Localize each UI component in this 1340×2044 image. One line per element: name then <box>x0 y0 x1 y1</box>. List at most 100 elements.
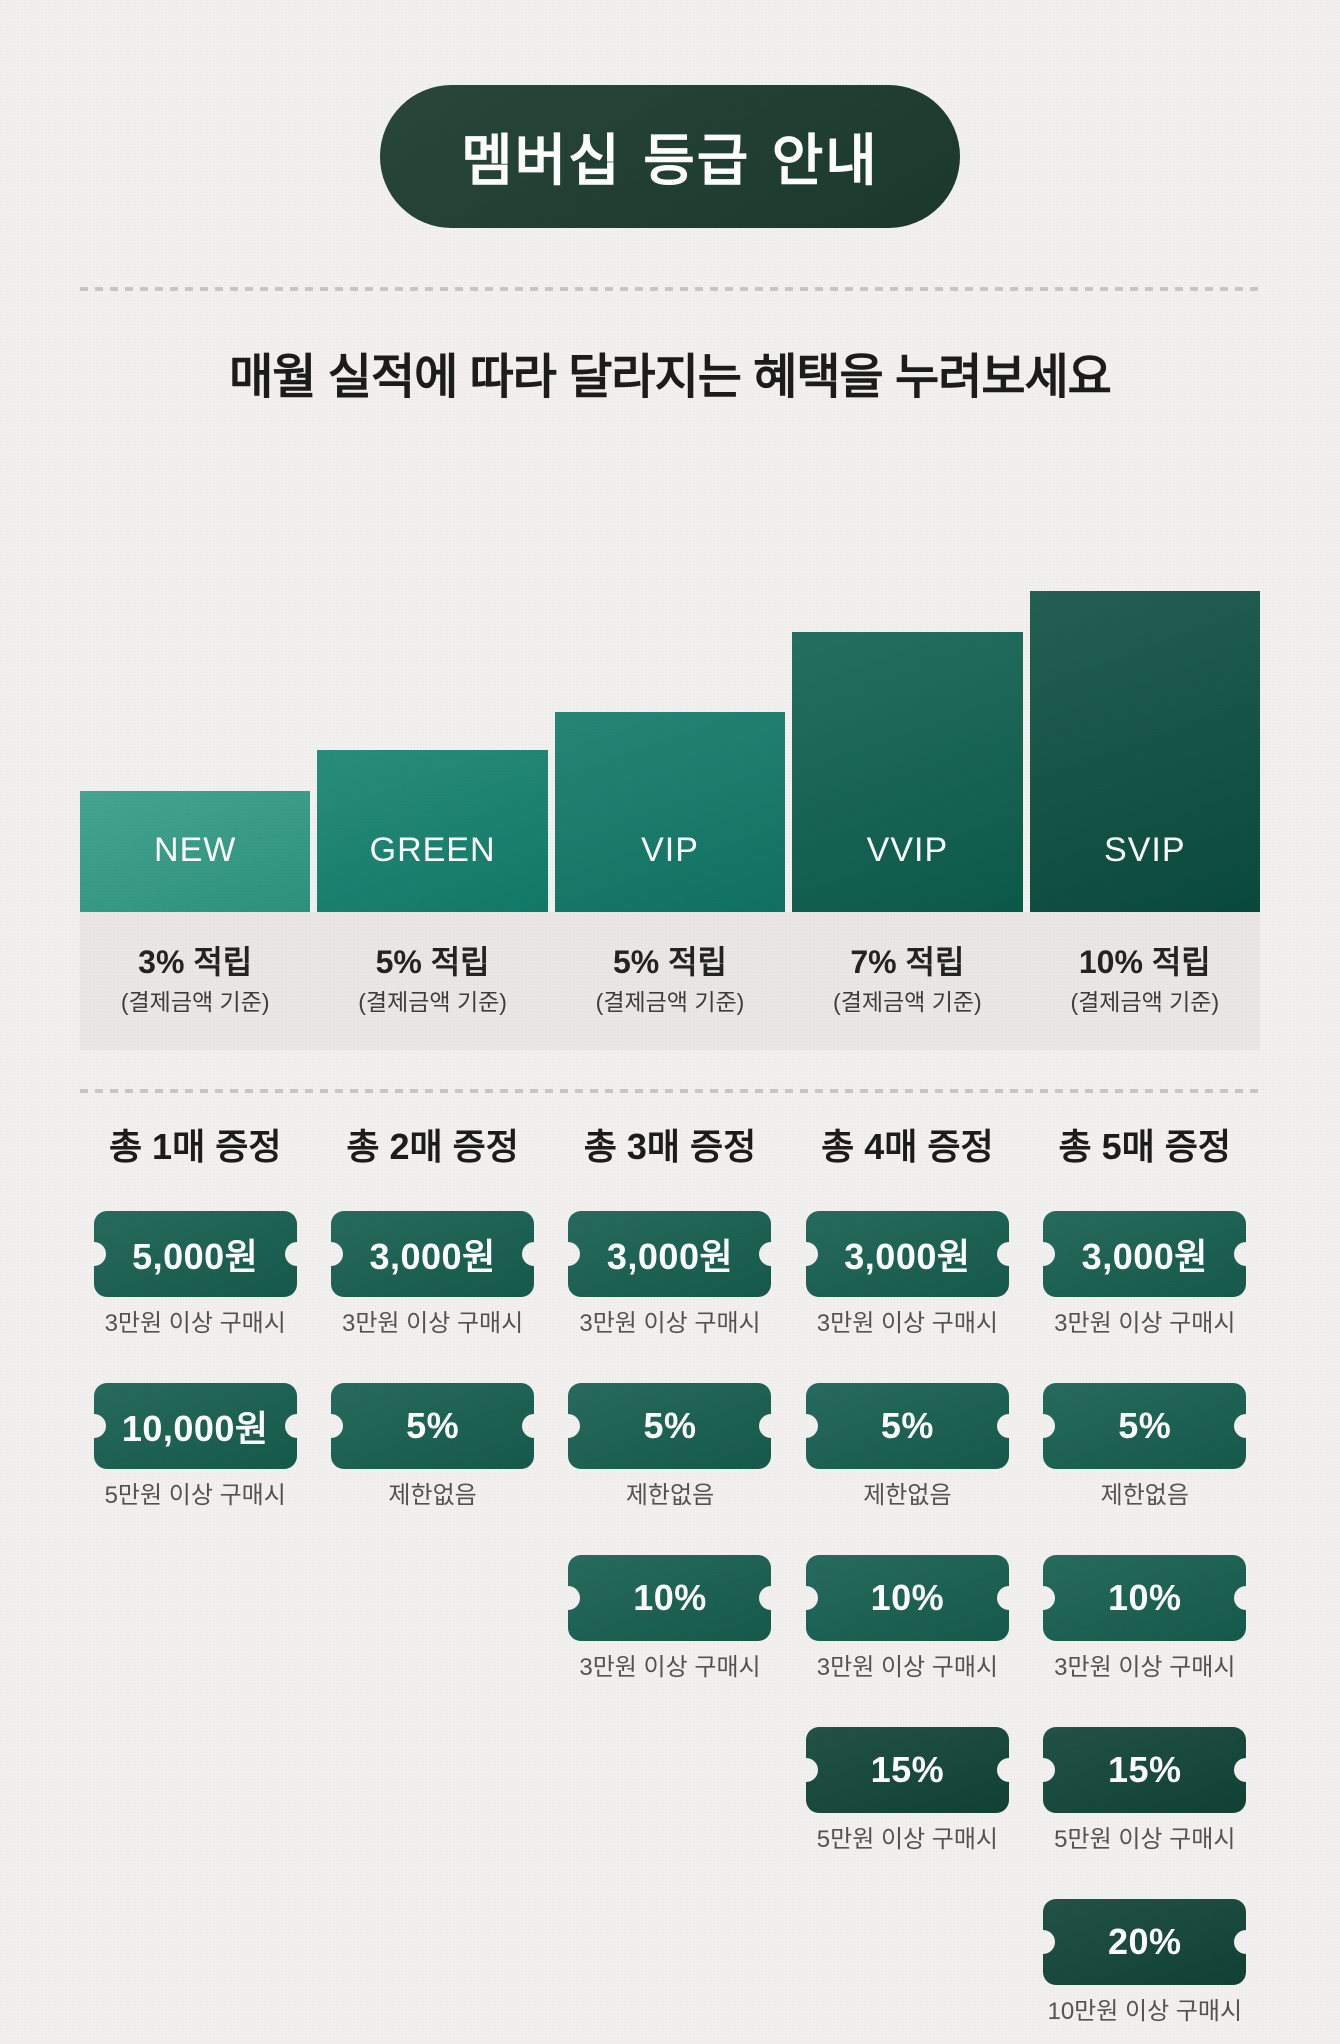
reward-basis: (결제금액 기준) <box>833 989 982 1015</box>
membership-tier-badge: 멤버십 등급 안내 <box>380 85 960 228</box>
coupon-condition: 3만원 이상 구매시 <box>579 1654 761 1681</box>
coupon-notch-left <box>1031 1758 1056 1782</box>
coupon-notch-left <box>1031 1930 1056 1954</box>
coupon-notch-right <box>759 1414 784 1438</box>
coupon-cell: 5% 제한없음 <box>555 1383 785 1511</box>
coupon: 10% <box>556 1555 784 1641</box>
coupon: 5,000원 <box>81 1211 309 1297</box>
tier-label: SVIP <box>1104 831 1186 869</box>
coupon-notch-right <box>284 1242 309 1266</box>
coupon-notch-left <box>793 1586 818 1610</box>
coupon: 10,000원 <box>81 1383 309 1469</box>
coupon-value: 5,000원 <box>132 1236 259 1277</box>
coupon-notch-right <box>759 1242 784 1266</box>
coupon-value: 10,000원 <box>121 1408 269 1449</box>
coupon-cell: 5,000원 3만원 이상 구매시 <box>80 1211 310 1339</box>
coupon-condition: 3만원 이상 구매시 <box>816 1310 999 1337</box>
coupon-value: 10% <box>1108 1577 1182 1618</box>
coupon-value: 3,000원 <box>1081 1236 1208 1277</box>
reward-rate: 10% 적립 <box>1078 944 1211 980</box>
reward-cell-vip: 5% 적립 (결제금액 기준) <box>555 944 785 1050</box>
coupon-condition: 3만원 이상 구매시 <box>1054 1654 1236 1681</box>
coupon-column-header: 총 3매 증정 <box>583 1126 757 1167</box>
coupon-grid: 총 1매 증정 5,000원 3만원 이상 구매시 10,000원 <box>80 1127 1260 2044</box>
coupon-cell: 3,000원 3만원 이상 구매시 <box>1030 1211 1260 1339</box>
coupon-notch-left <box>793 1414 818 1438</box>
reward-cell-vvip: 7% 적립 (결제금액 기준) <box>792 944 1022 1050</box>
coupon: 3,000원 <box>1031 1211 1259 1297</box>
coupon-notch-left <box>793 1242 818 1266</box>
coupon-cell: 10% 3만원 이상 구매시 <box>555 1555 785 1683</box>
coupon-notch-right <box>996 1586 1021 1610</box>
coupon-notch-right <box>284 1414 309 1438</box>
coupon-notch-right <box>1234 1586 1259 1610</box>
coupon-condition: 3만원 이상 구매시 <box>341 1310 524 1337</box>
coupon-cell: 3,000원 3만원 이상 구매시 <box>317 1211 547 1339</box>
coupon-cell: 20% 10만원 이상 구매시 <box>1030 1899 1260 2027</box>
coupon-column-header: 총 1매 증정 <box>108 1126 282 1167</box>
coupon-value: 5% <box>1118 1405 1172 1446</box>
coupon-condition: 제한없음 <box>388 1482 477 1509</box>
subtitle: 매월 실적에 따라 달라지는 혜택을 누려보세요 <box>229 351 1112 404</box>
coupon-condition: 3만원 이상 구매시 <box>816 1654 999 1681</box>
coupon-cell: 5% 제한없음 <box>1030 1383 1260 1511</box>
coupon-condition: 5만원 이상 구매시 <box>1054 1826 1236 1853</box>
tier-label: VVIP <box>866 831 949 869</box>
coupon-notch-right <box>1234 1930 1259 1954</box>
coupon-condition: 3만원 이상 구매시 <box>104 1310 286 1337</box>
coupon-notch-left <box>319 1414 344 1438</box>
coupon-value: 3,000원 <box>844 1236 971 1277</box>
coupon-notch-left <box>81 1242 106 1266</box>
tier-bars: NEW GREEN VIP VVIP SVIP <box>80 591 1260 912</box>
dashed-divider-top <box>80 287 1260 291</box>
coupon-value: 3,000원 <box>606 1236 734 1277</box>
reward-cell-green: 5% 적립 (결제금액 기준) <box>317 944 547 1050</box>
coupon: 5% <box>793 1383 1021 1469</box>
coupon: 5% <box>319 1383 547 1469</box>
coupon-notch-left <box>1031 1242 1056 1266</box>
coupon-column-2: 총 2매 증정 3,000원 3만원 이상 구매시 5% 제한없음 <box>317 1127 547 1555</box>
coupon-condition: 제한없음 <box>625 1482 715 1509</box>
coupon: 15% <box>1031 1727 1259 1813</box>
reward-rate: 5% 적립 <box>612 944 727 980</box>
coupon-notch-left <box>556 1242 581 1266</box>
reward-basis: (결제금액 기준) <box>120 989 270 1015</box>
coupon-cell: 5% 제한없음 <box>317 1383 547 1511</box>
coupon-column-header: 총 4매 증정 <box>821 1126 994 1167</box>
coupon-value: 15% <box>1108 1749 1182 1790</box>
coupon-cell: 3,000원 3만원 이상 구매시 <box>555 1211 785 1339</box>
tier-label: GREEN <box>369 831 496 869</box>
coupon-notch-right <box>996 1414 1021 1438</box>
coupon-column-header: 총 5매 증정 <box>1058 1126 1232 1167</box>
reward-rate: 5% 적립 <box>375 944 490 980</box>
coupon: 10% <box>1031 1555 1259 1641</box>
coupon: 5% <box>1031 1383 1259 1469</box>
coupon-notch-right <box>996 1758 1021 1782</box>
coupon-condition: 3만원 이상 구매시 <box>579 1310 761 1337</box>
coupon: 3,000원 <box>556 1211 784 1297</box>
coupon: 3,000원 <box>319 1211 547 1297</box>
coupon-cell: 15% 5만원 이상 구매시 <box>792 1727 1022 1855</box>
coupon-value: 5% <box>880 1405 934 1446</box>
dashed-divider-bottom <box>80 1089 1260 1093</box>
tier-label: VIP <box>641 831 699 869</box>
coupon-notch-left <box>556 1414 581 1438</box>
tier-bar-vip: VIP <box>554 712 786 912</box>
coupon-column-3: 총 3매 증정 3,000원 3만원 이상 구매시 5% 제한없음 <box>555 1127 785 1727</box>
coupon: 5% <box>556 1383 784 1469</box>
coupon: 3,000원 <box>793 1211 1021 1297</box>
coupon-condition: 제한없음 <box>1100 1482 1189 1509</box>
reward-basis: (결제금액 기준) <box>1070 989 1220 1015</box>
coupon-notch-right <box>522 1242 547 1266</box>
coupon-notch-left <box>1031 1414 1056 1438</box>
page-title: 멤버십 등급 안내 <box>461 128 879 194</box>
content: 매월 실적에 따라 달라지는 혜택을 누려보세요 NEW GREEN VIP V… <box>0 287 1340 2044</box>
coupon-value: 5% <box>643 1405 697 1446</box>
coupon-notch-right <box>759 1586 784 1610</box>
reward-rate: 3% 적립 <box>138 944 253 980</box>
tier-bar-chart: NEW GREEN VIP VVIP SVIP 3% 적립 (결제금액 <box>80 591 1260 1050</box>
reward-basis: (결제금액 기준) <box>358 989 507 1015</box>
tier-bar-green: GREEN <box>317 750 548 912</box>
coupon-cell: 3,000원 3만원 이상 구매시 <box>792 1211 1022 1339</box>
